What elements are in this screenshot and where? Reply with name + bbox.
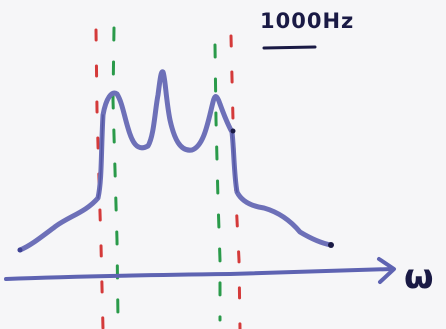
legend-scale-line	[262, 45, 317, 50]
frequency-axis-arrowhead	[377, 257, 396, 284]
legend-label: 1000Hz	[260, 9, 354, 33]
spectrum-curve-shadow	[97, 114, 238, 199]
curve-dot-right-peak	[230, 128, 236, 134]
frequency-axis-line	[4, 267, 394, 281]
green-marker-lines	[111, 26, 222, 322]
curve-start-dot	[17, 247, 23, 253]
curve-end-dot	[328, 242, 334, 248]
green-marker-left	[111, 26, 120, 322]
axis-omega-label: ω	[404, 257, 434, 297]
